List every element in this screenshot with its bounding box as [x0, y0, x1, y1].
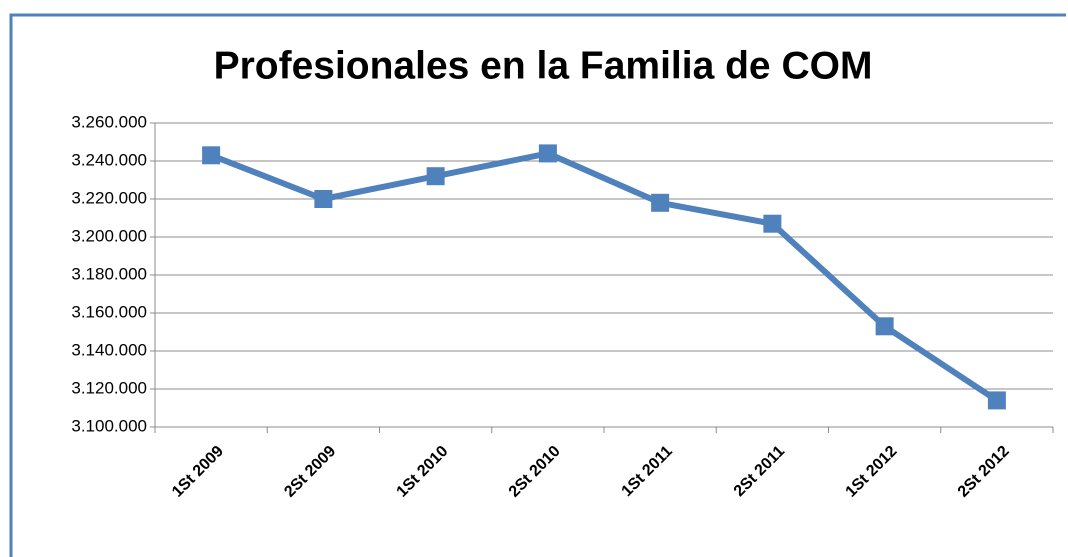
- marker: [763, 214, 782, 233]
- y-tick-label: 3.100.000: [71, 416, 147, 435]
- y-tick-label: 3.220.000: [71, 188, 147, 207]
- marker: [875, 317, 894, 336]
- frame: [9, 13, 1066, 557]
- y-tick-label: 3.240.000: [71, 150, 147, 169]
- marker: [426, 167, 445, 186]
- marker: [202, 146, 221, 165]
- marker: [651, 193, 670, 212]
- marker: [987, 391, 1006, 410]
- chart-title: Profesionales en la Familia de COM: [214, 44, 873, 87]
- y-tick-label: 3.200.000: [71, 226, 147, 245]
- y-tick-label: 3.260.000: [71, 112, 147, 131]
- y-tick-label: 3.160.000: [71, 302, 147, 321]
- line-series: [210, 150, 999, 403]
- marker: [314, 190, 333, 208]
- y-tick-label: 3.140.000: [71, 340, 147, 359]
- y-tick-label: 3.180.000: [71, 264, 147, 283]
- y-tick-label: 3.120.000: [71, 378, 147, 397]
- marker: [538, 144, 557, 163]
